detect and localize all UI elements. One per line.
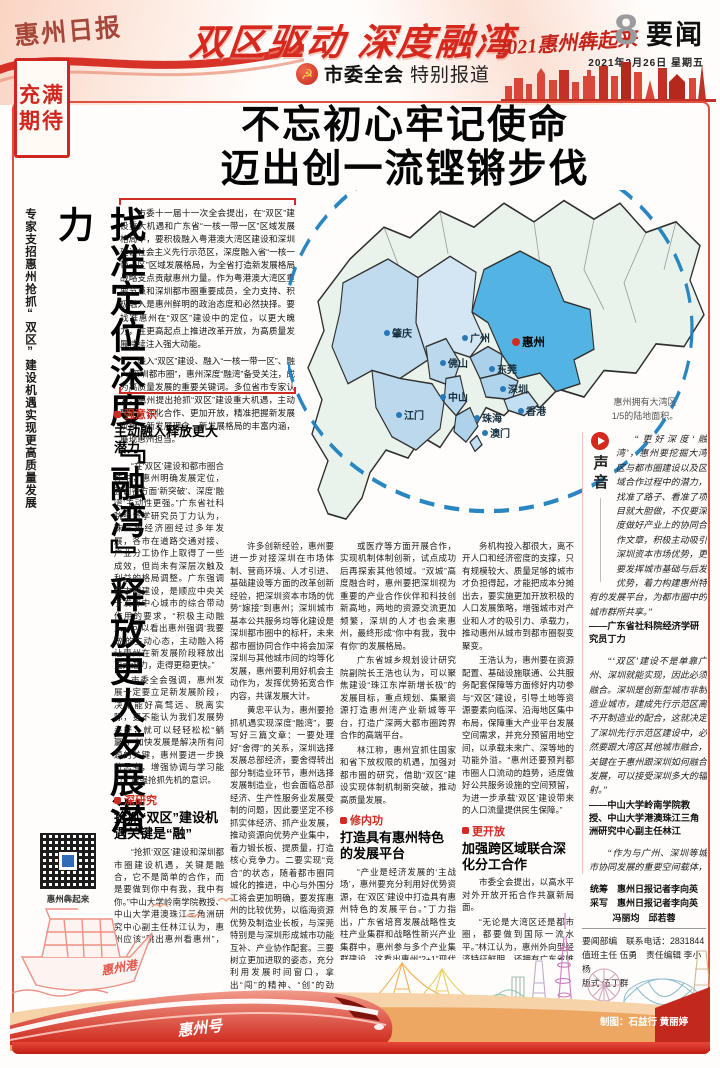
editor-footer: 要闻部编 联系电话：2831844 值班主任 伍勇 责任编辑 李小杨 版式 伍丁…: [582, 928, 706, 990]
red-skyline-icon: [501, 62, 716, 102]
report-label-light: 特别报道: [410, 65, 491, 86]
article-paragraph: “产业是经济发展的‘主战场’，惠州要充分利用好优势资源，在‘双区’建设中打造具有…: [340, 866, 456, 960]
play-icon: [591, 432, 609, 450]
bracket-bottom: [119, 387, 296, 394]
voices-header: 声音: [589, 432, 611, 582]
report-label-bold: 市委全会: [324, 65, 405, 86]
party-emblem-icon: [296, 62, 318, 85]
voice-quote-text: “更好深度‘融湾’，惠州要挖掘大湾区与都市圈建设以及区域合作过程中的潜力，找准了…: [589, 434, 707, 617]
article-paragraph: “在‘双区’建设和都市圈合作中，惠州明确发展定位，强调各方面‘新突破’、深度‘融…: [114, 460, 224, 671]
credit-writers2: 冯丽均 邱若蓉: [612, 912, 676, 923]
voices-quotes: “更好深度‘融湾’，惠州要挖掘大湾区与都市圈建设以及区域合作过程中的潜力，找准了…: [589, 432, 707, 874]
bracket-top: [119, 198, 296, 205]
theme-flag: 充满 期待: [14, 58, 70, 158]
article-paragraph: 许多创新经验，惠州要进一步对接深圳在市场体制、营商环境、人才引进、基础建设等方面…: [230, 541, 334, 701]
intro-paragraph: 市委十一届十一次全会提出，在“双区”建设重大机遇和广东省“一核一带一区”区域发展…: [120, 208, 295, 349]
map-caption-line1: 惠州拥有大湾区: [613, 397, 677, 407]
intro-paragraph: 融入“双区”建设、融入“一核一带一区”、融入“深圳都市圈”，惠州深度“融湾”备受…: [120, 355, 295, 445]
credit-writers: 采写 惠州日报记者李向英: [589, 898, 698, 909]
bullet-icon: [114, 796, 121, 804]
page-section-name: 要闻: [646, 20, 704, 50]
article-paragraph: 市委全会提出，以高水平对外开放开拓合作共赢新局面。: [462, 877, 574, 913]
voice-quote: “更好深度‘融湾’，惠州要挖掘大湾区与都市圈建设以及区域合作过程中的潜力，找准了…: [589, 432, 707, 647]
section-heading: 更开放 加强跨区域联合深化分工合作: [462, 823, 574, 873]
headline-line1: 不忘初心牢记使命: [240, 104, 569, 147]
article-paragraph: 黄忠平认为，惠州要抢抓机遇实现深度“融湾”，要写好三篇文章：一要处理好“舍得”的…: [230, 705, 334, 1010]
article-paragraph: 林江称，惠州宜抓住国家和省下放权限的机遇，加强对都市圈的研究，借助“双区”建设实…: [340, 744, 456, 805]
section-heading: 强意识主动融入释放更大潜力: [114, 406, 224, 456]
section-heading: 深研究抢抓“双区”建设机遇关键是“融”: [114, 792, 224, 842]
bullet-icon: [340, 816, 347, 824]
article-column-4: 务机构投入都很大，离不开人口和经济密度的支撑，只有规模较大、质量足够的城市才负担…: [462, 540, 574, 960]
map-caption-line2: 1/5的陆地面积。: [611, 410, 679, 421]
article-column-3: 或医疗等方面开展合作，实现机制体制创新，试点成功后再探索其他领域。“双城”高度融…: [340, 540, 456, 960]
article-paragraph: 广东省城乡规划设计研究院副院长王浩也认为，可以聚焦建设“珠江东岸新增长极”的发展…: [340, 655, 456, 741]
voices-label: 声音: [591, 455, 609, 493]
section-title: 打造具有惠州特色的发展平台: [340, 830, 445, 862]
publication-date: 2021年2月26日 星期五: [588, 58, 704, 69]
voice-quote-source: ——中山大学岭南学院教授、中山大学港澳珠江三角洲研究中心副主任林江: [589, 799, 700, 837]
section-tag: 深研究: [114, 792, 224, 808]
theme-flag-line2: 期待: [19, 109, 65, 133]
section-tag: 修内功: [340, 812, 456, 828]
article-paragraph: “抢抓‘双区’建设和深圳都市圈建设机遇，关键是融合，它不是简单的合作，而是要做到…: [114, 847, 224, 945]
headline-line2: 迈出创一流铿锵步伐: [220, 148, 590, 192]
voice-quote-source: ——广东省社科院经济学研究员丁力: [589, 621, 700, 645]
voice-quote: “‘双区’建设不是单靠广州、深圳就能实现，因此必须融合。深圳是创新型城市非制造业…: [589, 654, 707, 839]
section-heading: 修内功打造具有惠州特色的发展平台: [340, 812, 456, 862]
section-tag: 强意识: [114, 406, 224, 422]
article-paragraph: 市委全会强调，惠州发展一定要立足新发展阶段，决不能好高骛远、脱离实际，更不能认为…: [114, 674, 224, 785]
article-paragraph: 或医疗等方面开展合作，实现机制体制创新，试点成功后再探索其他领域。“双城”高度融…: [340, 541, 456, 651]
banner-title: 双区驱动 深度融湾: [187, 22, 517, 63]
side-title: 找准定位深度『融湾』释放更大发展潜力: [53, 206, 146, 835]
voices-column: 声音 “更好深度‘融湾’，惠州要挖掘大湾区与都市圈建设以及区域合作过程中的潜力，…: [582, 432, 707, 874]
report-label: 市委全会 特别报道: [296, 60, 490, 87]
article-column-1: 强意识 主动融入释放更大潜力 “在‘双区’建设和都市圈合作中，惠州明确发展定位，强调…: [114, 400, 224, 945]
bottom-red-bar: [12, 1042, 710, 1054]
voice-quote-text: “‘双区’建设不是单靠广州、深圳就能实现，因此必须融合。深圳是创新型城市非制造业…: [589, 655, 707, 796]
section-title: 加强跨区域联合深化分工合作: [462, 840, 567, 872]
theme-flag-line1: 充满: [19, 82, 65, 107]
section-title: 主动融入释放更大潜力: [114, 424, 219, 455]
article-paragraph: 王浩认为，惠州要在资源配置、基础设施联通、公共服务配套保障等方面修好内功参与“双…: [462, 655, 574, 816]
map-caption: 惠州拥有大湾区 1/5的陆地面积。: [585, 396, 705, 423]
bullet-icon: [114, 410, 121, 418]
credit-coordinator: 统筹 惠州日报记者李向英: [589, 884, 698, 894]
page-number-digit: 8: [614, 6, 638, 54]
article-paragraph: 务机构投入都很大，离不开人口和经济密度的支撑，只有规模较大、质量足够的城市才负担…: [462, 541, 574, 651]
newspaper-logo: 惠州日报: [13, 14, 124, 51]
qr-caption: 惠州犇起来: [46, 894, 90, 904]
voice-quote: “作为与广州、深圳等城市协同发展的重要空间载体，惠州要增强经济发展优势区域的经济…: [589, 846, 707, 874]
footer-layout: 版式 伍丁群: [582, 978, 629, 989]
page-number: 8 要闻: [614, 6, 704, 55]
side-kicker: 专家支招惠州抢抓“双区”建设机遇实现更高质量发展: [24, 208, 36, 509]
section-title: 抢抓“双区”建设机遇关键是“融”: [114, 810, 219, 842]
article-paragraph: “无论是大湾区还是都市圈，都要做到国际一流水平。”林江认为，惠州外向型经济特征鲜…: [462, 916, 574, 960]
bullet-icon: [462, 827, 469, 835]
bay-area-map: [288, 190, 705, 521]
footer-editors: 值班主任 伍勇 责任编辑 李小杨: [582, 950, 702, 975]
qr-code: [40, 833, 96, 889]
article-column-2: 许多创新经验，惠州要进一步对接深圳在市场体制、营商环境、人才引进、基础建设等方面…: [230, 540, 334, 1010]
voices-rule: [599, 498, 601, 582]
section-tag: 更开放: [462, 823, 574, 839]
credits-block: 统筹 惠州日报记者李向英 采写 惠州日报记者李向英 冯丽均 邱若蓉: [582, 882, 706, 925]
main-headline: 不忘初心牢记使命 迈出创一流铿锵步伐: [170, 104, 640, 193]
footer-contact: 要闻部编 联系电话：2831844: [582, 936, 705, 946]
voice-quote-text: “作为与广州、深圳等城市协同发展的重要空间载体，惠州要增强经济发展优势区域的经济…: [589, 847, 707, 873]
intro-box: 市委十一届十一次全会提出，在“双区”建设重大机遇和广东省“一核一带一区”区域发展…: [117, 198, 298, 444]
